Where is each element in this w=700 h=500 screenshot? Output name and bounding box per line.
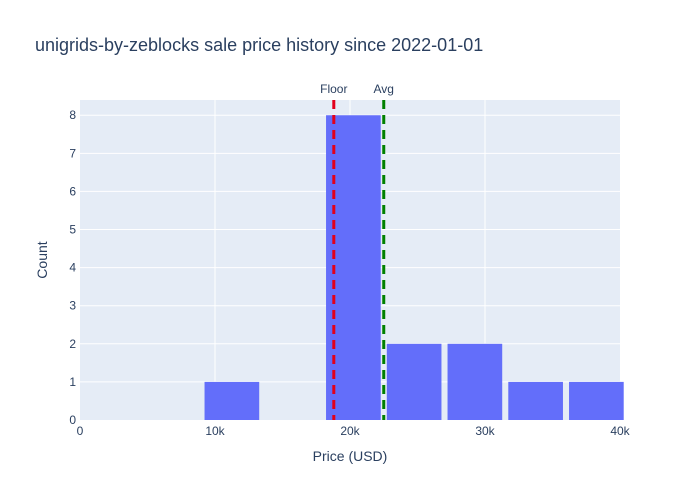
- x-tick-label: 0: [77, 424, 84, 438]
- y-tick-label: 5: [69, 223, 76, 237]
- histogram-bar: [569, 381, 624, 420]
- x-tick-label: 20k: [340, 424, 360, 438]
- y-tick-label: 1: [69, 375, 76, 389]
- y-tick-labels: 0 1 2 3 4 5 6 7 8: [69, 108, 76, 427]
- histogram-bar: [204, 381, 260, 420]
- y-axis-title: Count: [34, 241, 50, 278]
- reference-lines: Floor Avg: [320, 82, 394, 420]
- histogram-bar: [508, 381, 563, 420]
- y-tick-label: 7: [69, 146, 76, 160]
- y-tick-label: 0: [69, 413, 76, 427]
- x-tick-label: 30k: [475, 424, 495, 438]
- x-tick-label: 10k: [205, 424, 225, 438]
- y-tick-label: 4: [69, 261, 76, 275]
- x-tick-label: 40k: [610, 424, 630, 438]
- histogram-bar: [447, 343, 503, 420]
- histogram-bar: [386, 343, 442, 420]
- reference-line-label: Avg: [374, 82, 394, 96]
- x-tick-labels: 0 10k 20k 30k 40k: [77, 424, 631, 438]
- y-tick-label: 2: [69, 337, 76, 351]
- y-tick-label: 8: [69, 108, 76, 122]
- y-tick-label: 3: [69, 299, 76, 313]
- reference-line-label: Floor: [320, 82, 347, 96]
- y-tick-label: 6: [69, 184, 76, 198]
- x-axis-title: Price (USD): [313, 448, 388, 464]
- chart-title: unigrids-by-zeblocks sale price history …: [35, 35, 483, 55]
